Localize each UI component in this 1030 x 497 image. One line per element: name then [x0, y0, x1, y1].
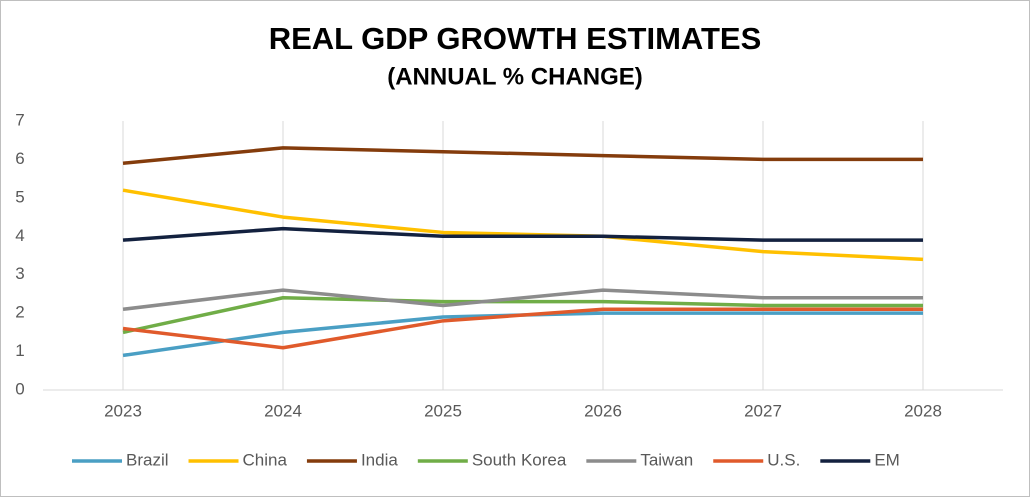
y-tick-label: 5: [15, 187, 24, 206]
y-tick-label: 0: [15, 379, 24, 398]
chart-subtitle: (ANNUAL % CHANGE): [387, 63, 643, 90]
series-line: [122, 226, 923, 242]
series-line: [122, 188, 924, 262]
series-line: [122, 288, 923, 312]
series-line: [122, 146, 923, 166]
legend-label: South Korea: [472, 450, 567, 469]
x-tick-label: 2024: [264, 401, 302, 420]
legend-label: India: [361, 450, 398, 469]
y-tick-label: 2: [15, 303, 24, 322]
series-line: [122, 296, 923, 335]
x-tick-label: 2023: [104, 401, 142, 420]
legend-label: U.S.: [767, 450, 800, 469]
x-tick-label: 2026: [584, 401, 622, 420]
x-tick-label: 2025: [424, 401, 462, 420]
legend-label: Taiwan: [640, 450, 693, 469]
chart-title: REAL GDP GROWTH ESTIMATES: [269, 21, 762, 56]
y-tick-label: 3: [15, 264, 24, 283]
x-tick-label: 2028: [904, 401, 942, 420]
y-tick-label: 6: [15, 149, 24, 168]
series-line: [122, 307, 923, 350]
legend-label: Brazil: [126, 450, 169, 469]
y-tick-label: 4: [15, 226, 24, 245]
x-tick-label: 2027: [744, 401, 782, 420]
y-tick-label: 1: [15, 341, 24, 360]
legend-label: EM: [874, 450, 900, 469]
legend-label: China: [243, 450, 288, 469]
y-tick-label: 7: [15, 110, 24, 129]
